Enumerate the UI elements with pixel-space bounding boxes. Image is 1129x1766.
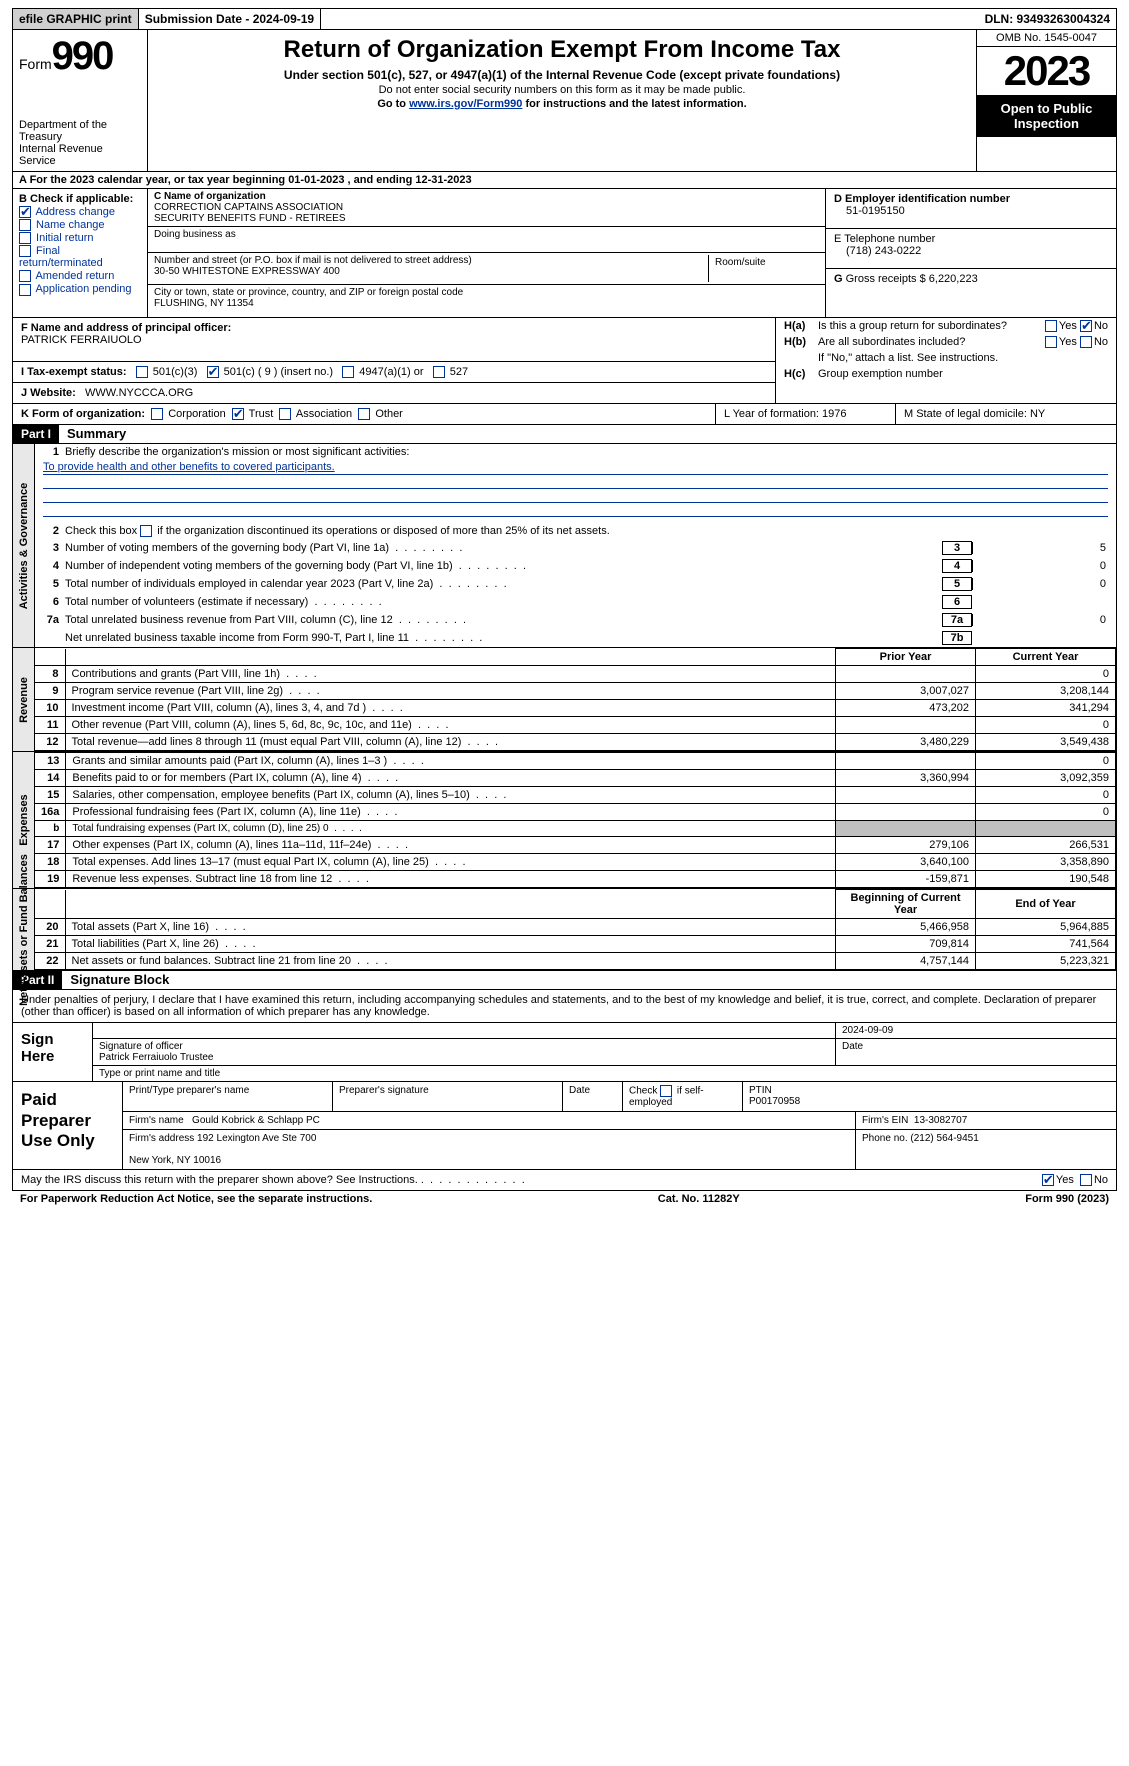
fin-line-11: 11Other revenue (Part VIII, column (A), …: [35, 717, 1116, 734]
irs-link[interactable]: www.irs.gov/Form990: [409, 98, 522, 110]
checkbox-final-return-terminated[interactable]: Final return/terminated: [19, 245, 141, 269]
city-box: City or town, state or province, country…: [148, 285, 825, 317]
efile-label: efile GRAPHIC print: [13, 9, 139, 29]
fin-line-22: 22Net assets or fund balances. Subtract …: [35, 953, 1116, 970]
omb-number: OMB No. 1545-0047: [977, 30, 1116, 47]
gov-line-4: 4Number of independent voting members of…: [35, 557, 1116, 575]
form-number: Form990: [19, 34, 141, 79]
gov-line-3: 3Number of voting members of the governi…: [35, 539, 1116, 557]
gov-line-7b: Net unrelated business taxable income fr…: [35, 629, 1116, 647]
net-assets-section: Net Assets or Fund Balances Beginning of…: [12, 889, 1117, 971]
fin-line-21: 21Total liabilities (Part X, line 26) . …: [35, 936, 1116, 953]
h-a-group-return: H(a)Is this a group return for subordina…: [776, 318, 1116, 334]
fin-line-19: 19Revenue less expenses. Subtract line 1…: [35, 871, 1116, 888]
row-k: K Form of organization: Corporation Trus…: [12, 404, 1117, 425]
submission-date: Submission Date - 2024-09-19: [139, 9, 321, 29]
governance-section: Activities & Governance 1Briefly describ…: [12, 444, 1117, 648]
form-header: Form990 Department of the Treasury Inter…: [12, 30, 1117, 172]
part2-header: Part IISignature Block: [12, 971, 1117, 990]
goto-note: Go to www.irs.gov/Form990 for instructio…: [156, 98, 968, 110]
top-bar: efile GRAPHIC print Submission Date - 20…: [12, 8, 1117, 30]
fin-line-b: bTotal fundraising expenses (Part IX, co…: [35, 821, 1116, 837]
checkbox-name-change[interactable]: Name change: [19, 219, 141, 231]
website: J Website: WWW.NYCCCA.ORG: [13, 382, 775, 403]
ein-box: D Employer identification number51-01951…: [826, 189, 1116, 229]
section-bcd: B Check if applicable: Address change Na…: [12, 189, 1117, 318]
tax-year: 2023: [977, 47, 1116, 95]
page-footer: For Paperwork Reduction Act Notice, see …: [12, 1191, 1117, 1207]
mission-text: To provide health and other benefits to …: [43, 460, 1108, 475]
checkbox-amended-return[interactable]: Amended return: [19, 270, 141, 282]
phone-box: E Telephone number(718) 243-0222: [826, 229, 1116, 269]
ssn-note: Do not enter social security numbers on …: [156, 84, 968, 96]
part1-header: Part ISummary: [12, 425, 1117, 444]
expenses-section: Expenses 13Grants and similar amounts pa…: [12, 752, 1117, 889]
gov-line-7a: 7aTotal unrelated business revenue from …: [35, 611, 1116, 629]
gross-receipts: G Gross receipts $ 6,220,223: [826, 269, 1116, 309]
open-inspection: Open to Public Inspection: [977, 95, 1116, 137]
sign-here-block: Sign Here 2024-09-09 Signature of office…: [12, 1023, 1117, 1082]
row-a-tax-year: A For the 2023 calendar year, or tax yea…: [12, 172, 1117, 189]
fin-line-9: 9Program service revenue (Part VIII, lin…: [35, 683, 1116, 700]
gov-line-6: 6Total number of volunteers (estimate if…: [35, 593, 1116, 611]
fin-line-10: 10Investment income (Part VIII, column (…: [35, 700, 1116, 717]
discuss-row: May the IRS discuss this return with the…: [12, 1170, 1117, 1191]
checkbox-initial-return[interactable]: Initial return: [19, 232, 141, 244]
h-b-note: If "No," attach a list. See instructions…: [776, 350, 1116, 366]
section-fgh: F Name and address of principal officer:…: [12, 318, 1117, 404]
dba-box: Doing business as: [148, 227, 825, 253]
form-subtitle: Under section 501(c), 527, or 4947(a)(1)…: [156, 68, 968, 82]
tax-exempt-status: I Tax-exempt status: 501(c)(3) 501(c) ( …: [13, 362, 775, 382]
fin-line-13: 13Grants and similar amounts paid (Part …: [35, 753, 1116, 770]
form-title: Return of Organization Exempt From Incom…: [156, 36, 968, 64]
principal-officer: F Name and address of principal officer:…: [13, 318, 775, 362]
fin-line-14: 14Benefits paid to or for members (Part …: [35, 770, 1116, 787]
fin-line-20: 20Total assets (Part X, line 16) . . . .…: [35, 919, 1116, 936]
gov-line-5: 5Total number of individuals employed in…: [35, 575, 1116, 593]
h-c-exemption: H(c)Group exemption number: [776, 366, 1116, 382]
dln: DLN: 93493263004324: [979, 9, 1116, 29]
fin-line-16a: 16aProfessional fundraising fees (Part I…: [35, 804, 1116, 821]
department: Department of the Treasury Internal Reve…: [19, 119, 141, 167]
fin-line-15: 15Salaries, other compensation, employee…: [35, 787, 1116, 804]
fin-line-17: 17Other expenses (Part IX, column (A), l…: [35, 837, 1116, 854]
fin-line-12: 12Total revenue—add lines 8 through 11 (…: [35, 734, 1116, 751]
fin-line-18: 18Total expenses. Add lines 13–17 (must …: [35, 854, 1116, 871]
fin-line-8: 8Contributions and grants (Part VIII, li…: [35, 666, 1116, 683]
checkbox-application-pending[interactable]: Application pending: [19, 283, 141, 295]
street-box: Number and street (or P.O. box if mail i…: [148, 253, 825, 285]
revenue-section: Revenue Prior YearCurrent Year8Contribut…: [12, 648, 1117, 752]
column-b-checkboxes: B Check if applicable: Address change Na…: [13, 189, 148, 317]
h-b-subordinates: H(b)Are all subordinates included? Yes N…: [776, 334, 1116, 350]
checkbox-address-change[interactable]: Address change: [19, 206, 141, 218]
paid-preparer-block: Paid Preparer Use Only Print/Type prepar…: [12, 1082, 1117, 1170]
org-name-box: C Name of organizationCORRECTION CAPTAIN…: [148, 189, 825, 227]
declaration-text: Under penalties of perjury, I declare th…: [12, 990, 1117, 1023]
